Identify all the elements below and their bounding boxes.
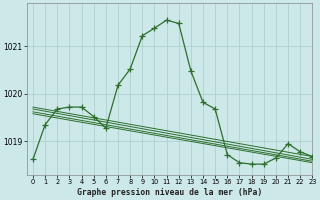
X-axis label: Graphe pression niveau de la mer (hPa): Graphe pression niveau de la mer (hPa): [77, 188, 262, 197]
